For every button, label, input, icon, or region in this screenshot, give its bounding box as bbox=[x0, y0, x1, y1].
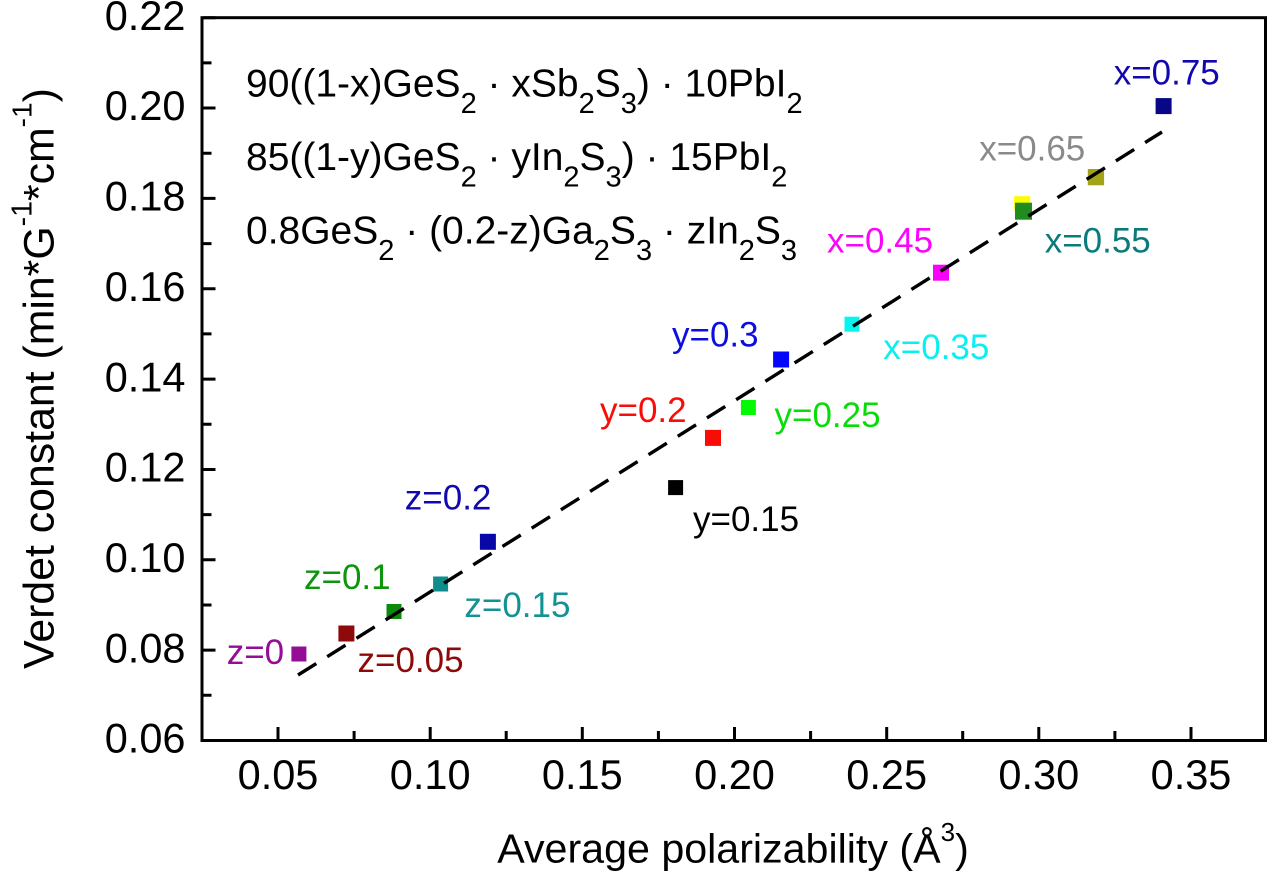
svg-text:0.08: 0.08 bbox=[105, 624, 186, 671]
svg-text:x=0.45: x=0.45 bbox=[827, 222, 933, 261]
svg-text:x=0.65: x=0.65 bbox=[979, 130, 1085, 169]
svg-text:Average polarizability (Å3): Average polarizability (Å3) bbox=[497, 817, 969, 871]
svg-text:y=0.2: y=0.2 bbox=[600, 391, 687, 430]
svg-text:0.14: 0.14 bbox=[105, 353, 186, 400]
svg-text:0.10: 0.10 bbox=[105, 534, 186, 581]
svg-text:z=0.05: z=0.05 bbox=[358, 641, 464, 680]
svg-text:0.22: 0.22 bbox=[105, 0, 186, 39]
svg-text:0.06: 0.06 bbox=[105, 715, 186, 762]
svg-text:x=0.55: x=0.55 bbox=[1045, 222, 1151, 261]
svg-text:x=0.35: x=0.35 bbox=[883, 328, 989, 367]
svg-text:0.12: 0.12 bbox=[105, 444, 186, 491]
svg-text:0.18: 0.18 bbox=[105, 173, 186, 220]
svg-text:Verdet constant (min*G-1*cm-1): Verdet constant (min*G-1*cm-1) bbox=[7, 88, 64, 669]
svg-text:0.25: 0.25 bbox=[846, 751, 927, 798]
svg-text:0.10: 0.10 bbox=[390, 751, 471, 798]
svg-text:z=0.15: z=0.15 bbox=[464, 586, 570, 625]
svg-text:0.35: 0.35 bbox=[1151, 751, 1232, 798]
svg-text:z=0.2: z=0.2 bbox=[405, 479, 492, 518]
svg-text:0.30: 0.30 bbox=[998, 751, 1079, 798]
svg-text:0.20: 0.20 bbox=[694, 751, 775, 798]
svg-text:y=0.3: y=0.3 bbox=[672, 316, 759, 355]
svg-text:y=0.15: y=0.15 bbox=[693, 500, 799, 539]
svg-text:0.20: 0.20 bbox=[105, 82, 186, 129]
svg-text:0.05: 0.05 bbox=[238, 751, 319, 798]
svg-text:0.15: 0.15 bbox=[542, 751, 623, 798]
svg-text:z=0.1: z=0.1 bbox=[304, 558, 391, 597]
svg-text:y=0.25: y=0.25 bbox=[775, 396, 881, 435]
svg-text:z=0: z=0 bbox=[227, 633, 284, 672]
svg-text:0.16: 0.16 bbox=[105, 263, 186, 310]
svg-text:x=0.75: x=0.75 bbox=[1114, 53, 1220, 92]
